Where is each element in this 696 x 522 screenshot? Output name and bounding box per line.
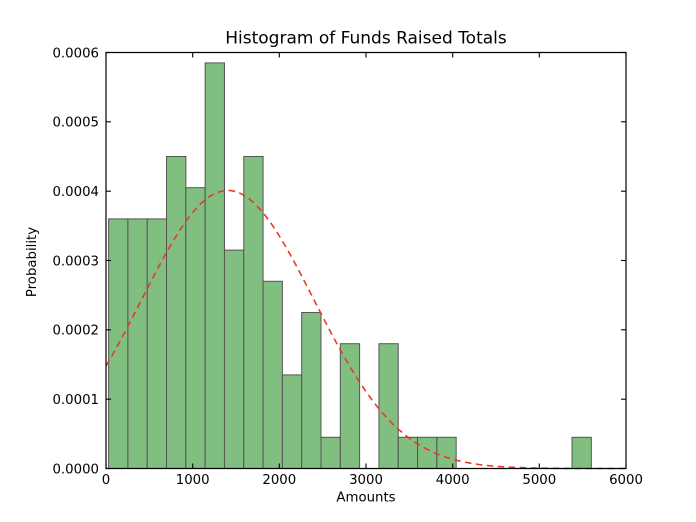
x-tick-label: 3000 — [349, 473, 383, 488]
histogram-bar — [339, 343, 361, 470]
y-axis-label: Probability — [25, 227, 40, 297]
histogram-bar — [166, 156, 187, 469]
x-axis-label: Amounts — [336, 491, 395, 506]
histogram-bar — [243, 156, 264, 469]
chart-title: Histogram of Funds Raised Totals — [225, 29, 507, 49]
histogram-bar — [281, 374, 303, 469]
y-tick-label: 0.0002 — [52, 324, 99, 339]
x-tick-label: 5000 — [522, 473, 556, 488]
axes-layer — [105, 51, 627, 470]
histogram-bar — [127, 218, 148, 469]
fit-curve-layer — [105, 189, 626, 470]
normal-fit-curve — [105, 189, 626, 470]
y-tick-label: 0.0005 — [52, 116, 99, 131]
histogram-bar — [301, 312, 322, 469]
histogram-bar — [436, 436, 457, 469]
y-tick-label: 0.0004 — [52, 185, 99, 200]
y-tick-label: 0.0003 — [52, 254, 99, 269]
y-tick-label: 0.0001 — [52, 393, 99, 408]
x-tick-label: 2000 — [262, 473, 296, 488]
tick-labels-layer: 0 1000 2000 3000 4000 5000 6000 0.0000 0.0001 0.0… — [52, 46, 642, 488]
x-tick-label: 4000 — [436, 473, 470, 488]
histogram-bar — [320, 436, 341, 469]
histogram-bar — [185, 187, 206, 469]
x-tick-label: 6000 — [609, 473, 643, 488]
histogram-bar — [378, 343, 399, 470]
histogram-bar — [262, 280, 283, 469]
y-tick-label: 0.0006 — [52, 46, 99, 61]
x-tick-label: 0 — [102, 473, 110, 488]
histogram-bar — [204, 62, 225, 470]
y-tick-label: 0.0000 — [52, 462, 99, 477]
x-tick-label: 1000 — [176, 473, 210, 488]
bars-layer — [108, 62, 592, 470]
histogram-bar — [571, 436, 592, 469]
histogram-bar — [223, 249, 245, 469]
